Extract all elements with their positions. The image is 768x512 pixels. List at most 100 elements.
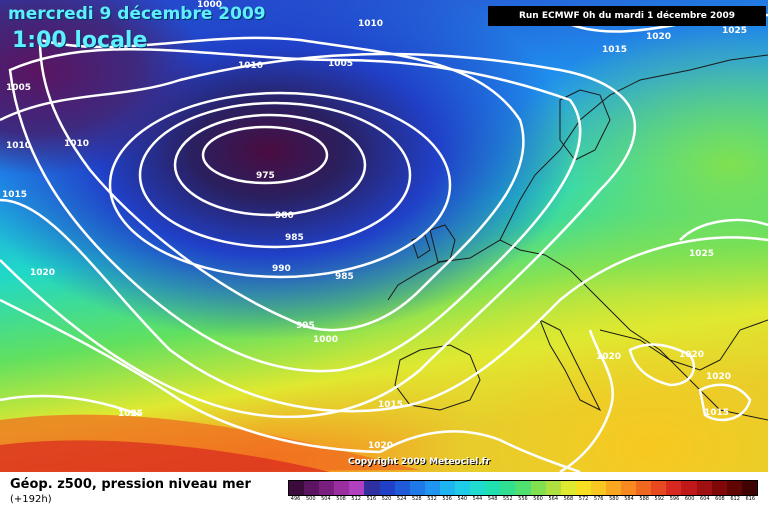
color-scale-tick: 556: [518, 496, 528, 502]
color-scale-tick: 524: [396, 496, 407, 502]
isobar-label: 1005: [6, 83, 31, 93]
color-swatch: [485, 481, 501, 495]
color-swatch: [455, 481, 471, 495]
color-scale-tick: 580: [609, 496, 619, 502]
color-scale-tick: 576: [593, 496, 604, 502]
isobar-label: 1020: [30, 268, 55, 278]
color-scale-tick: 584: [624, 496, 634, 502]
color-scale-tick: 572: [578, 496, 589, 502]
isobar-label: 1015: [2, 190, 27, 200]
color-scale-tick: 548: [487, 496, 498, 502]
color-swatch: [530, 481, 546, 495]
color-swatch: [409, 481, 425, 495]
isobar-label: 980: [275, 211, 294, 221]
color-swatch: [711, 481, 727, 495]
color-scale-tick: 588: [639, 496, 649, 502]
isobar-label: 1000: [197, 0, 222, 10]
color-swatch: [500, 481, 516, 495]
isobar-labels: 1000 1010 1005 1010 1005 1010 1010 1015 …: [2, 0, 747, 451]
isobar-label: 1010: [6, 141, 31, 151]
color-swatch: [289, 481, 305, 495]
color-scale-tick: 540: [457, 496, 468, 502]
color-swatch: [560, 481, 576, 495]
isobar-label: 1000: [313, 335, 338, 345]
isobar-label: 1020: [706, 372, 731, 382]
color-scale-tick: 612: [730, 496, 740, 502]
color-swatch: [636, 481, 652, 495]
color-swatch: [726, 481, 742, 495]
isobar-label: 1025: [689, 249, 714, 259]
color-swatch: [651, 481, 667, 495]
color-swatch: [319, 481, 335, 495]
color-scale-tick: 568: [563, 496, 574, 502]
color-swatch: [605, 481, 622, 495]
color-scale-bar: [288, 480, 758, 496]
field-title: Géop. z500, pression niveau mer: [10, 477, 251, 492]
color-scale-tick: 544: [472, 496, 483, 502]
color-swatch: [696, 481, 712, 495]
isobar-label: 1015: [704, 408, 729, 418]
color-scale-tick: 532: [427, 496, 437, 502]
color-swatch: [334, 481, 350, 495]
color-swatch: [590, 481, 606, 495]
isobar-label: 1020: [646, 32, 671, 42]
isobar-label: 975: [256, 171, 275, 181]
isobar-label: 1015: [378, 400, 403, 410]
isobar-label: 1010: [238, 61, 263, 71]
map-svg: 1000 1010 1005 1010 1005 1010 1010 1015 …: [0, 0, 768, 472]
isobar-label: 1025: [722, 26, 747, 36]
color-swatch: [439, 481, 456, 495]
color-swatch: [681, 481, 697, 495]
color-scale-tick: 596: [669, 496, 680, 502]
color-scale-tick: 564: [548, 496, 558, 502]
isobar-label: 1010: [64, 139, 89, 149]
color-swatch: [575, 481, 591, 495]
color-scale-tick: 560: [533, 496, 543, 502]
isobar-label: 1020: [368, 441, 393, 451]
lead-time-label: (+192h): [10, 494, 52, 505]
color-scale-tick: 512: [351, 496, 361, 502]
color-swatch: [741, 481, 757, 495]
color-scale-tick: 604: [700, 496, 710, 502]
color-scale-labels: 496 500 504 508 512 516 520 524 528 532 536 540 544 5…: [288, 496, 758, 502]
copyright-notice: Copyright 2009 Meteociel.fr: [348, 457, 491, 467]
color-swatch: [424, 481, 440, 495]
color-swatch: [304, 481, 320, 495]
isobar-label: 995: [296, 321, 315, 331]
isobar-label: 1025: [118, 409, 143, 419]
forecast-date-title: mercredi 9 décembre 2009: [8, 4, 266, 24]
color-scale-tick: 496: [290, 496, 301, 502]
isobar-label: 985: [285, 233, 304, 243]
model-run-info: Run ECMWF 0h du mardi 1 décembre 2009: [488, 6, 766, 26]
legend-footer: Géop. z500, pression niveau mer (+192h) …: [0, 472, 768, 512]
color-scale-tick: 552: [502, 496, 513, 502]
isobar-label: 1020: [679, 350, 704, 360]
color-scale-tick: 600: [684, 496, 695, 502]
color-scale-tick: 528: [412, 496, 422, 502]
forecast-time-title: 1:00 locale: [12, 28, 148, 53]
isobar-label: 1010: [358, 19, 383, 29]
forecast-map: 1000 1010 1005 1010 1005 1010 1010 1015 …: [0, 0, 768, 472]
color-swatch: [470, 481, 486, 495]
color-scale-tick: 592: [654, 496, 665, 502]
isobar-label: 1020: [596, 352, 621, 362]
color-scale-tick: 608: [715, 496, 725, 502]
color-scale-tick: 616: [745, 496, 756, 502]
color-scale-tick: 536: [442, 496, 452, 502]
color-swatch: [379, 481, 395, 495]
color-swatch: [621, 481, 637, 495]
color-swatch: [349, 481, 365, 495]
color-scale-tick: 516: [366, 496, 377, 502]
isobar-label: 1015: [602, 45, 627, 55]
color-swatch: [515, 481, 531, 495]
coastlines: [387, 54, 768, 421]
color-swatch: [666, 481, 682, 495]
color-swatch: [394, 481, 410, 495]
isobar-label: 990: [272, 264, 291, 274]
isobar-label: 1005: [328, 59, 353, 69]
color-scale-tick: 520: [381, 496, 392, 502]
color-scale-tick: 500: [305, 496, 316, 502]
color-scale-tick: 508: [336, 496, 346, 502]
isobars: [0, 13, 768, 472]
